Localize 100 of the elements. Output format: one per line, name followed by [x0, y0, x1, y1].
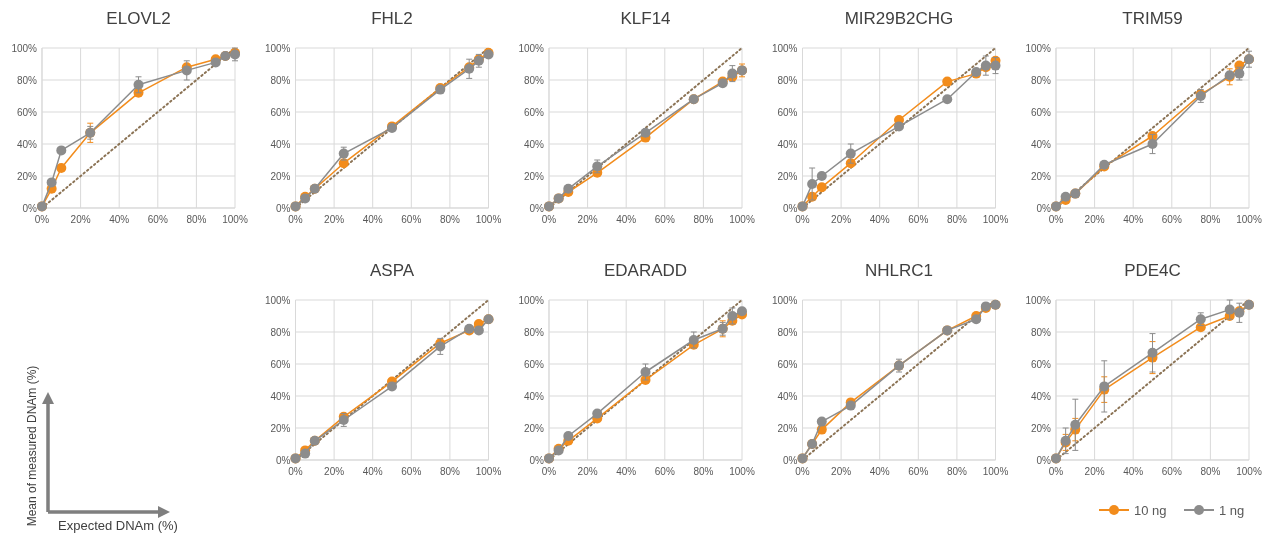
y-tick-label: 100% [771, 294, 798, 306]
y-tick-label: 0% [276, 454, 291, 466]
y-tick-label: 20% [523, 170, 545, 182]
y-tick-label: 20% [523, 422, 545, 434]
x-tick-label: 20% [324, 214, 345, 225]
x-tick-label: 20% [324, 466, 345, 477]
x-tick-label: 0% [541, 214, 557, 225]
chart-title: TRIM59 [1122, 9, 1183, 28]
legend-label: 1 ng [1219, 502, 1245, 518]
x-tick-label: 40% [616, 214, 637, 225]
x-tick-label: 0% [795, 214, 810, 225]
x-tick-label: 20% [1084, 214, 1105, 225]
y-tick-label: 40% [777, 390, 798, 402]
y-tick-label: 80% [523, 326, 545, 338]
x-tick-label: 0% [1048, 214, 1064, 225]
y-tick-label: 100% [1025, 42, 1052, 54]
x-tick-label: 60% [1161, 214, 1182, 225]
x-tick-label: 40% [869, 214, 890, 225]
x-tick-label: 60% [908, 214, 929, 225]
y-tick-label: 100% [518, 42, 545, 54]
y-tick-label: 100% [518, 294, 545, 306]
y-tick-label: 80% [16, 74, 38, 86]
x-tick-label: 80% [693, 466, 714, 477]
x-tick-label: 40% [1123, 466, 1144, 477]
chart-title: ELOVL2 [106, 9, 171, 28]
x-tick-label: 80% [693, 214, 714, 225]
y-tick-label: 0% [276, 202, 291, 214]
x-tick-label: 40% [616, 466, 637, 477]
y-tick-label: 20% [16, 170, 38, 182]
y-tick-label: 0% [1036, 202, 1052, 214]
chart-title: ASPA [369, 261, 415, 280]
y-tick-label: 40% [777, 138, 798, 150]
y-tick-label: 40% [1030, 390, 1052, 402]
x-tick-label: 60% [654, 466, 675, 477]
x-tick-label: 60% [401, 214, 422, 225]
y-tick-label: 20% [270, 422, 291, 434]
y-tick-label: 80% [523, 74, 545, 86]
x-tick-label: 0% [541, 466, 557, 477]
x-tick-label: 0% [34, 214, 50, 225]
x-tick-label: 20% [1084, 466, 1105, 477]
x-tick-label: 100% [475, 466, 502, 477]
y-tick-label: 60% [16, 106, 38, 118]
y-tick-label: 100% [1025, 294, 1052, 306]
legend-label: 10 ng [1134, 502, 1167, 518]
y-tick-label: 20% [777, 422, 798, 434]
y-tick-label: 60% [777, 358, 798, 370]
x-tick-label: 20% [831, 214, 852, 225]
x-tick-label: 80% [186, 214, 207, 225]
y-tick-label: 60% [777, 106, 798, 118]
y-tick-label: 60% [523, 358, 545, 370]
y-tick-label: 0% [783, 454, 798, 466]
text: Expected DNAm (%) [58, 518, 178, 533]
y-tick-label: 80% [1030, 74, 1052, 86]
x-tick-label: 60% [401, 466, 422, 477]
x-tick-label: 0% [795, 466, 810, 477]
x-tick-label: 40% [1123, 214, 1144, 225]
y-tick-label: 100% [11, 42, 38, 54]
y-tick-label: 60% [1030, 358, 1052, 370]
x-tick-label: 80% [946, 466, 968, 477]
y-tick-label: 0% [783, 202, 798, 214]
x-tick-label: 60% [1161, 466, 1182, 477]
x-tick-label: 20% [577, 466, 598, 477]
x-tick-label: 100% [222, 214, 248, 225]
y-tick-label: 100% [771, 42, 798, 54]
y-tick-label: 60% [1030, 106, 1052, 118]
y-tick-label: 0% [22, 202, 38, 214]
x-tick-label: 100% [1236, 214, 1262, 225]
y-tick-label: 100% [264, 42, 291, 54]
y-tick-label: 40% [523, 138, 545, 150]
y-tick-label: 40% [523, 390, 545, 402]
x-tick-label: 80% [1200, 214, 1221, 225]
text: Mean of measured DNAm (%) [25, 365, 39, 527]
x-tick-label: 40% [869, 466, 890, 477]
y-tick-label: 0% [529, 454, 545, 466]
x-tick-label: 80% [946, 214, 968, 225]
x-tick-label: 0% [288, 466, 303, 477]
x-tick-label: 80% [1200, 466, 1221, 477]
y-tick-label: 60% [270, 106, 291, 118]
chart-title: NHLRC1 [864, 261, 934, 280]
x-tick-label: 20% [831, 466, 852, 477]
x-tick-label: 0% [1048, 466, 1064, 477]
x-tick-label: 100% [1236, 466, 1262, 477]
y-tick-label: 40% [270, 138, 291, 150]
y-tick-label: 80% [270, 326, 291, 338]
y-tick-label: 80% [777, 74, 798, 86]
chart-title: FHL2 [371, 9, 413, 28]
y-tick-label: 40% [270, 390, 291, 402]
y-tick-label: 0% [529, 202, 545, 214]
y-tick-label: 20% [777, 170, 798, 182]
x-tick-label: 100% [982, 214, 1009, 225]
x-tick-label: 0% [288, 214, 303, 225]
chart-title: KLF14 [620, 9, 671, 28]
y-tick-label: 40% [1030, 138, 1052, 150]
y-tick-label: 20% [1030, 422, 1052, 434]
x-tick-label: 100% [475, 214, 502, 225]
x-tick-label: 40% [362, 466, 383, 477]
x-tick-label: 40% [362, 214, 383, 225]
y-tick-label: 60% [270, 358, 291, 370]
x-tick-label: 20% [70, 214, 91, 225]
x-tick-label: 20% [577, 214, 598, 225]
